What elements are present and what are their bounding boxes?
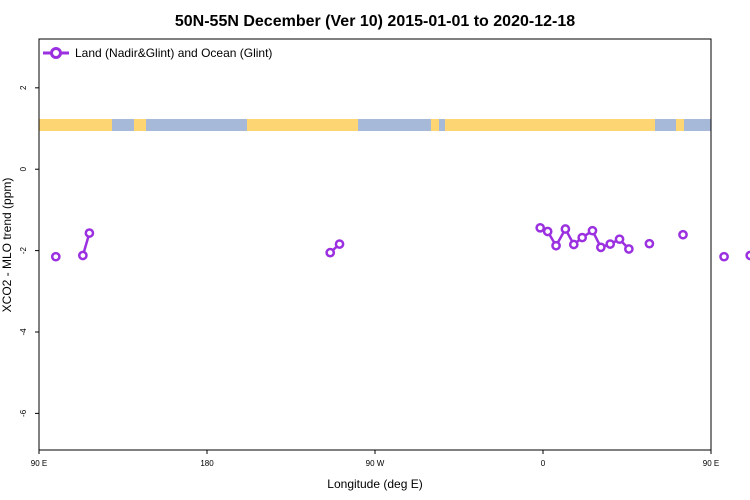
data-point bbox=[78, 250, 88, 261]
data-point bbox=[587, 225, 598, 236]
y-tick-label: -2 bbox=[19, 247, 28, 255]
data-point bbox=[84, 228, 95, 238]
data-point bbox=[614, 234, 625, 245]
data-point bbox=[50, 251, 61, 262]
data-point bbox=[678, 229, 688, 240]
data-point bbox=[551, 240, 561, 251]
data-point bbox=[535, 222, 546, 233]
legend-label: Land (Nadir&Glint) and Ocean (Glint) bbox=[75, 46, 272, 60]
data-point bbox=[325, 247, 336, 258]
data-point bbox=[719, 251, 729, 262]
data-point bbox=[577, 232, 588, 243]
y-tick-label: -6 bbox=[19, 409, 28, 417]
y-axis: 2 0 -2 -4 -6 bbox=[19, 85, 39, 417]
data-point bbox=[605, 239, 616, 249]
x-axis-label: Longitude (deg E) bbox=[327, 477, 422, 491]
data-point bbox=[644, 238, 655, 249]
data-point bbox=[596, 242, 606, 253]
data-point bbox=[542, 226, 553, 237]
x-axis: 90 E 180 90 W 0 90 E bbox=[31, 450, 719, 468]
data-point bbox=[334, 239, 345, 249]
land-segment bbox=[247, 119, 358, 131]
x-tick-label: 0 bbox=[541, 459, 546, 468]
land-segment bbox=[134, 119, 146, 131]
data-series bbox=[50, 222, 750, 262]
data-point bbox=[568, 239, 579, 250]
data-point bbox=[745, 250, 750, 261]
data-point bbox=[624, 244, 634, 254]
y-axis-label: XCO2 - MLO trend (ppm) bbox=[0, 178, 14, 313]
data-point bbox=[560, 224, 571, 234]
legend: Land (Nadir&Glint) and Ocean (Glint) bbox=[43, 46, 272, 60]
y-tick-label: -4 bbox=[19, 328, 28, 336]
y-tick-label: 2 bbox=[19, 85, 28, 90]
land-segment bbox=[39, 119, 112, 131]
land-segment bbox=[445, 119, 655, 131]
chart-title: 50N-55N December (Ver 10) 2015-01-01 to … bbox=[175, 13, 575, 30]
x-tick-label: 180 bbox=[200, 459, 214, 468]
x-tick-label: 90 E bbox=[703, 459, 719, 468]
legend-marker bbox=[50, 47, 62, 59]
x-tick-label: 90 W bbox=[366, 459, 385, 468]
land-segment bbox=[676, 119, 684, 131]
land-segment bbox=[431, 119, 439, 131]
map-strip bbox=[39, 119, 711, 131]
x-tick-label: 90 E bbox=[31, 459, 47, 468]
y-tick-label: 0 bbox=[19, 166, 28, 171]
